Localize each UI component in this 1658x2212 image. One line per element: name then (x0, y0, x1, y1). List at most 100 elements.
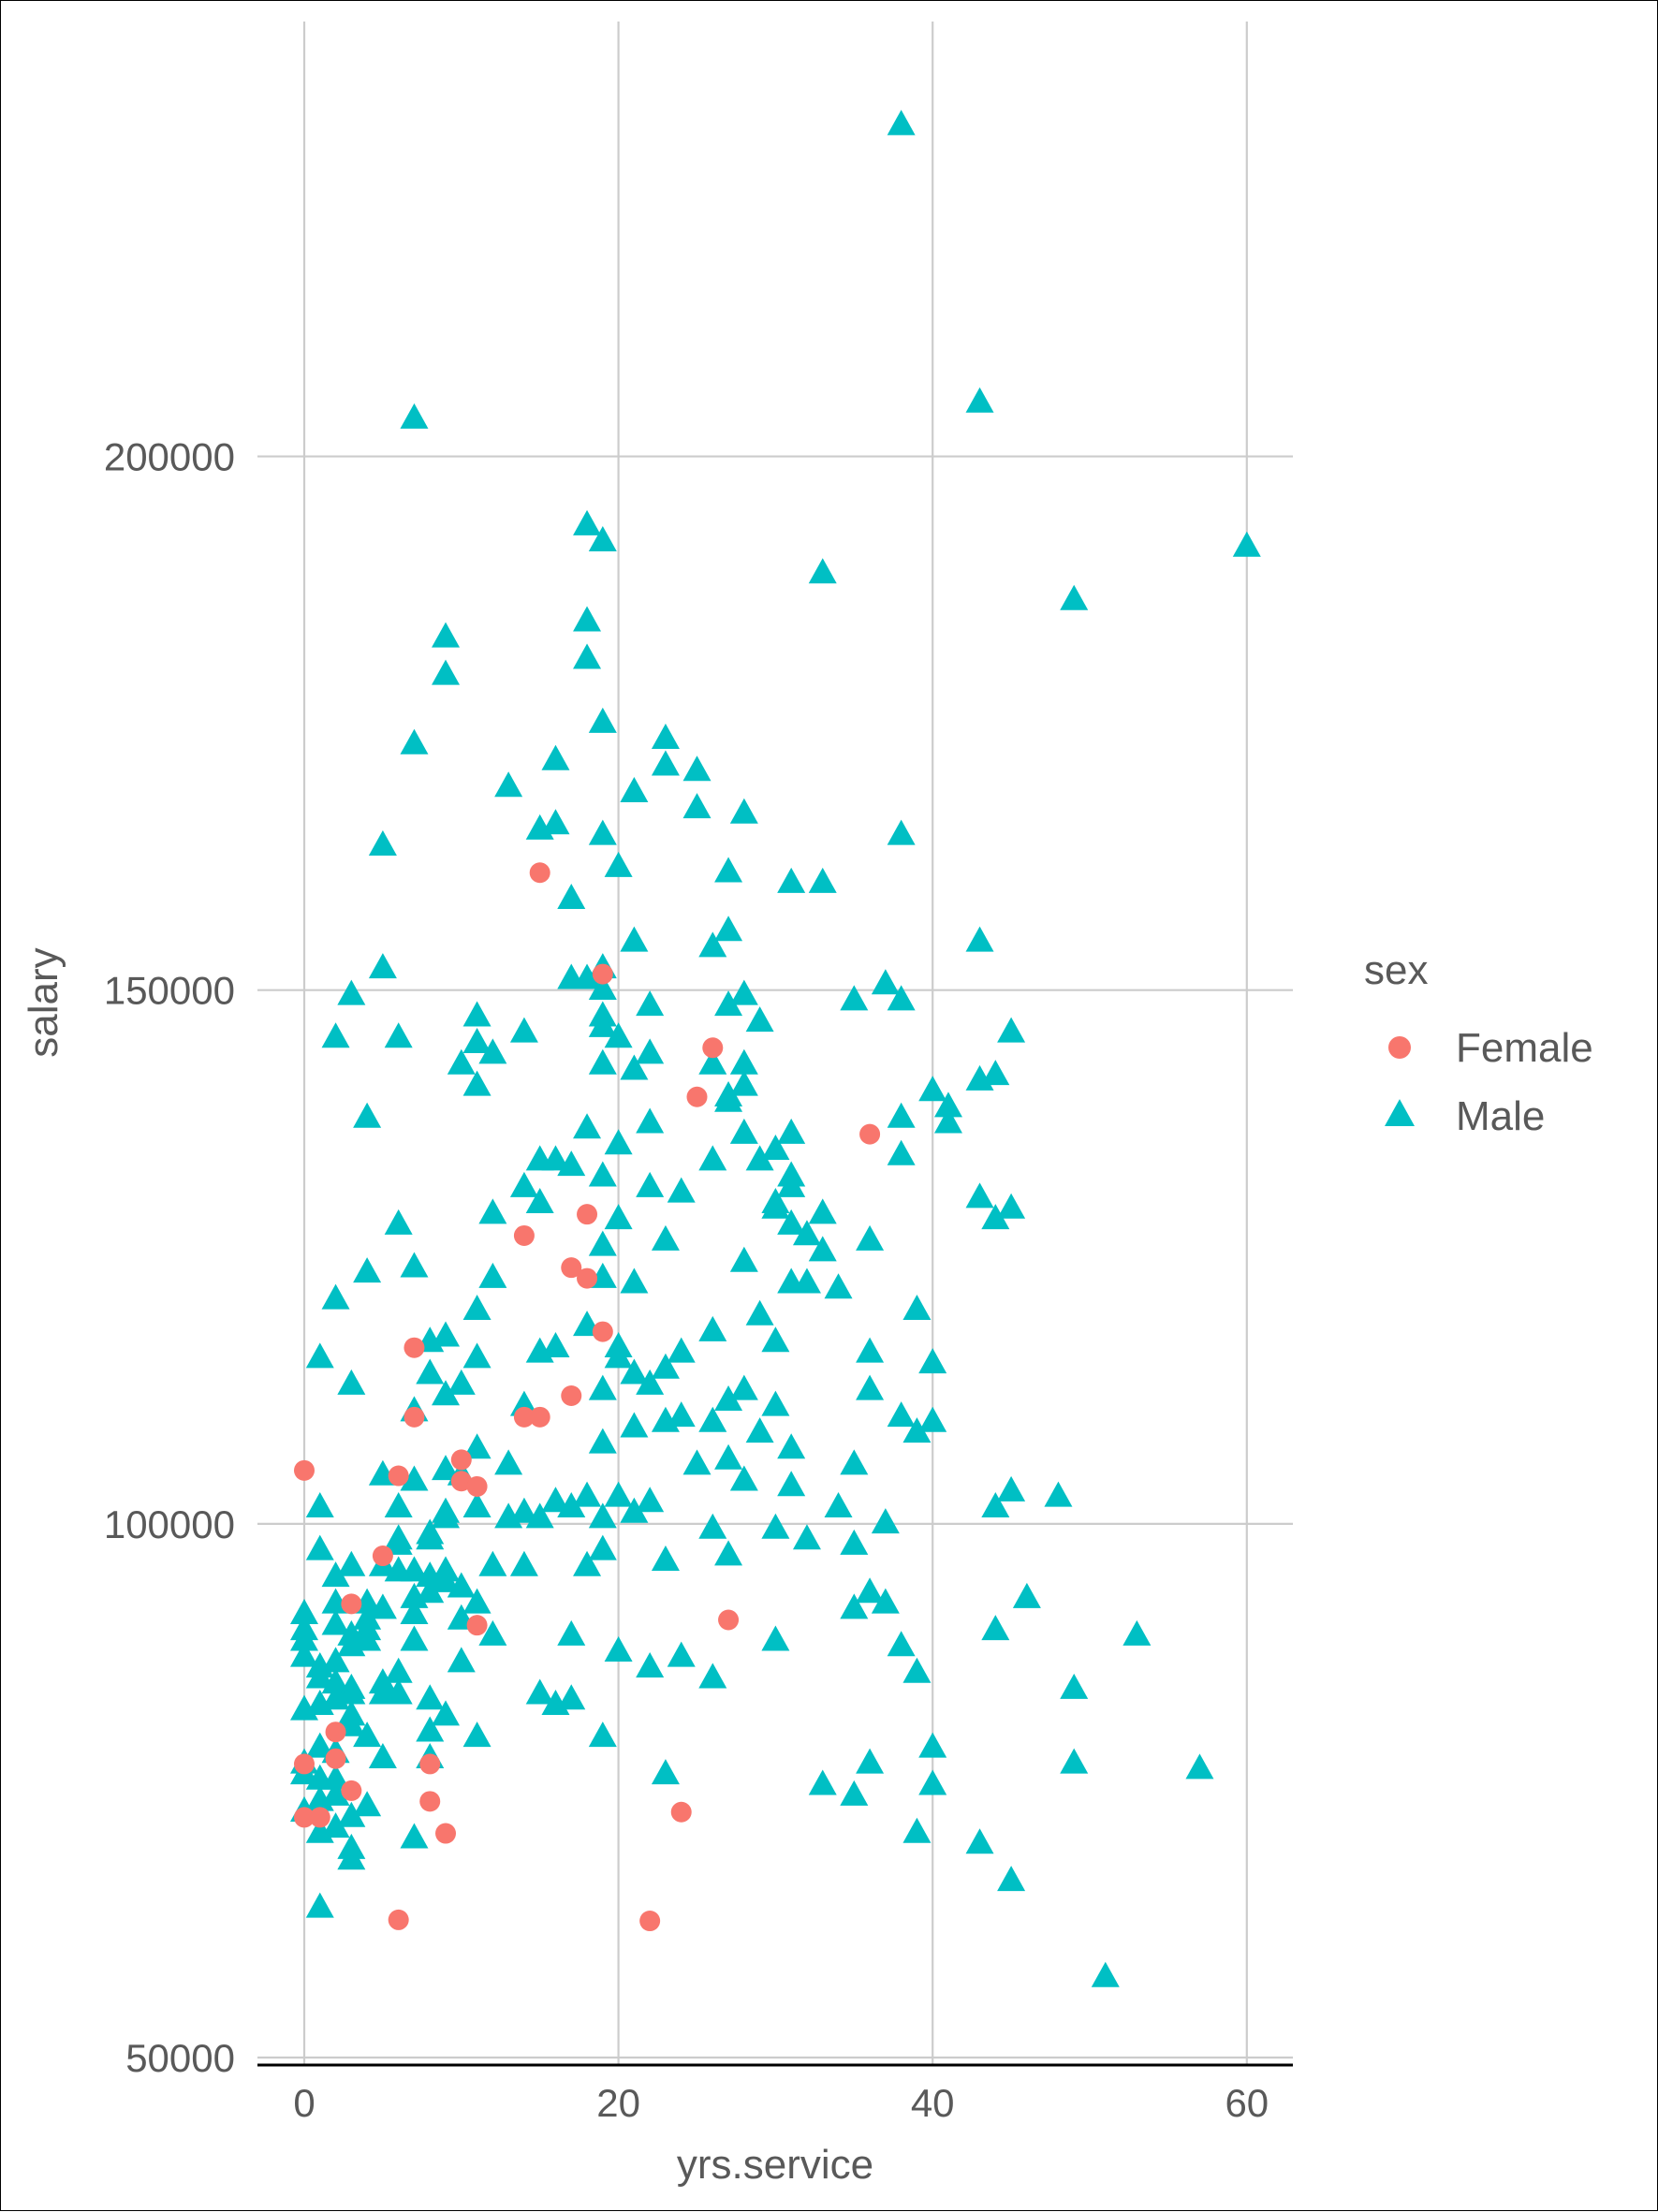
male-point (432, 622, 461, 648)
legend-title: sex (1364, 947, 1428, 993)
female-point (294, 1753, 315, 1775)
male-point (981, 1204, 1010, 1230)
male-point (1122, 1619, 1152, 1646)
male-point (902, 1417, 932, 1443)
male-point (777, 1471, 806, 1497)
male-point (573, 643, 602, 669)
male-point (604, 1022, 633, 1048)
male-point (305, 1817, 334, 1843)
male-point (400, 1625, 429, 1651)
male-point (981, 1060, 1010, 1086)
male-point (353, 1257, 382, 1283)
male-point (651, 1224, 680, 1251)
male-point (368, 830, 397, 857)
male-point (416, 1524, 445, 1550)
female-point (577, 1267, 598, 1289)
male-point (494, 1502, 523, 1529)
male-point (525, 1145, 554, 1171)
male-point (321, 1647, 350, 1673)
male-point (321, 1780, 350, 1806)
male-point (400, 728, 429, 754)
male-point (604, 1129, 633, 1155)
male-point (1060, 1748, 1089, 1774)
male-point (462, 1342, 492, 1369)
male-point (509, 1171, 538, 1197)
male-point (698, 1663, 727, 1689)
male-point (588, 1534, 617, 1560)
male-point (305, 1764, 334, 1790)
male-point (321, 1283, 350, 1310)
male-point (745, 1145, 774, 1171)
male-point (384, 1678, 413, 1705)
male-point (368, 1742, 397, 1768)
male-point (620, 926, 649, 952)
x-axis-title: yrs.service (677, 2142, 873, 2188)
male-point (525, 813, 554, 840)
male-point (729, 1118, 758, 1144)
male-point (305, 1342, 334, 1369)
male-point (588, 707, 617, 733)
male-point (887, 110, 916, 136)
male-point (604, 1204, 633, 1230)
male-point (808, 558, 837, 584)
male-point (887, 1631, 916, 1657)
male-point (305, 1663, 334, 1689)
male-point (651, 1759, 680, 1785)
male-point (462, 1721, 492, 1748)
male-point (965, 1828, 994, 1854)
male-point (432, 1502, 461, 1529)
male-point (305, 1534, 334, 1560)
male-point (651, 723, 680, 749)
male-point (305, 1732, 334, 1758)
male-point (636, 990, 665, 1017)
male-point (714, 990, 743, 1017)
male-point (902, 1817, 932, 1843)
male-point (368, 953, 397, 979)
male-point (525, 1188, 554, 1214)
male-point (494, 1449, 523, 1475)
male-point (667, 1337, 696, 1363)
male-point (981, 1492, 1010, 1518)
male-point (714, 916, 743, 942)
male-point (698, 931, 727, 958)
male-point (729, 1070, 758, 1096)
male-point (462, 1070, 492, 1096)
male-point (478, 1619, 507, 1646)
female-point (309, 1807, 330, 1828)
male-point (824, 1492, 853, 1518)
male-point (353, 1102, 382, 1128)
male-point (432, 1321, 461, 1347)
female-point (419, 1791, 441, 1812)
male-point (400, 403, 429, 429)
legend: sex Female Male (1364, 947, 1593, 1139)
male-point (588, 526, 617, 552)
male-point (573, 1481, 602, 1507)
male-point (714, 1540, 743, 1566)
male-point (620, 1497, 649, 1523)
male-point (902, 1295, 932, 1321)
male-point (840, 1449, 869, 1475)
male-point (573, 1113, 602, 1139)
female-point (435, 1823, 457, 1844)
male-point (1044, 1481, 1073, 1507)
female-point (294, 1459, 315, 1481)
male-point (667, 1641, 696, 1667)
male-point (840, 985, 869, 1011)
male-point (400, 1465, 429, 1491)
male-point (400, 1823, 429, 1849)
male-point (604, 1342, 633, 1369)
male-point (777, 1209, 806, 1235)
female-point (577, 1204, 598, 1225)
male-point (636, 1038, 665, 1064)
male-point (792, 1524, 821, 1550)
male-point (290, 1599, 318, 1625)
male-point (698, 1406, 727, 1432)
female-point (403, 1337, 425, 1358)
male-point (981, 1615, 1010, 1641)
male-point (636, 1107, 665, 1134)
male-point (337, 1369, 366, 1395)
male-point (447, 1369, 476, 1395)
male-point (636, 1369, 665, 1395)
male-point (557, 1684, 586, 1710)
male-point (573, 1550, 602, 1576)
